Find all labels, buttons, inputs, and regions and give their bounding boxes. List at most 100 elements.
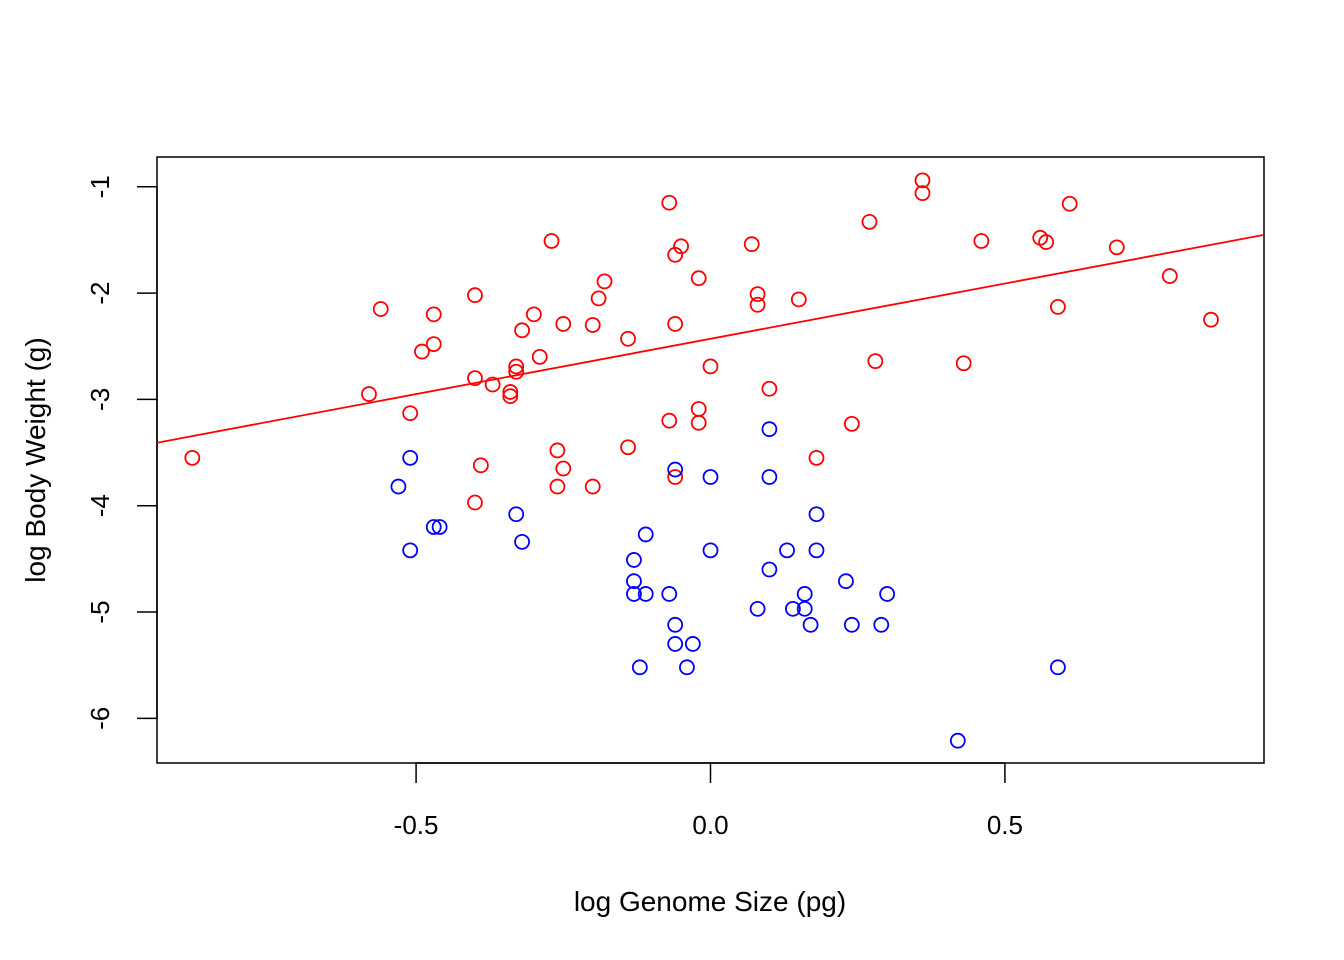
data-point [472,457,489,474]
data-point [467,370,483,387]
data-point [661,194,678,211]
data-point [626,552,642,568]
data-point [626,573,642,590]
x-tick-label: 0.5 [987,810,1023,840]
x-axis: -0.5 0.0 0.5 [394,762,1023,840]
data-point [661,586,678,602]
y-tick-label: -2 [85,282,115,305]
data-point [690,270,707,287]
data-point [843,616,860,633]
data-point [414,343,430,360]
data-point [1050,299,1066,315]
series-2-points [390,421,1066,749]
data-point [867,353,884,370]
data-point [543,233,560,249]
data-point [549,478,566,495]
data-point [402,542,419,559]
data-point [879,586,896,602]
data-points-layer [184,172,1219,749]
y-axis: -6 -5 -4 -3 -2 -1 [85,175,158,730]
data-point [779,542,795,559]
regression-line-layer [157,233,1264,444]
data-point [761,380,778,397]
data-point [555,460,572,477]
data-point [431,519,448,535]
data-point [402,449,419,466]
data-point [749,286,766,303]
data-point [484,376,501,393]
data-point [808,542,825,559]
data-point [1161,268,1178,284]
data-point [743,236,760,253]
data-point [749,296,766,313]
plot-frame [156,156,1265,764]
data-point [1203,311,1219,328]
y-tick-label: -6 [85,707,115,730]
data-point [467,287,483,304]
data-point [1050,659,1066,676]
data-point [761,561,778,578]
data-point [808,506,825,523]
data-point [785,600,801,617]
data-point [549,442,566,459]
data-point [467,494,483,511]
series-1-points [184,172,1219,511]
data-point [667,636,684,652]
data-point [914,185,931,202]
data-point [637,586,654,602]
x-tick-label: -0.5 [394,810,439,840]
data-point [425,306,442,323]
data-point [667,246,684,263]
data-point [531,348,548,365]
regression-line [157,233,1264,444]
data-point [873,616,890,633]
data-point [584,478,601,495]
data-point [425,336,442,353]
data-point [690,414,707,431]
data-point [596,273,613,290]
data-point [514,533,530,550]
data-point [796,600,813,617]
data-point [525,306,542,323]
data-point [502,384,519,400]
data-point [673,238,689,255]
data-point [702,469,719,485]
data-point [667,469,684,485]
data-point [631,659,648,676]
data-point [679,659,695,676]
y-tick-label: -3 [85,388,115,411]
data-point [684,636,701,652]
data-point [761,421,778,438]
data-point [402,405,419,422]
data-point [661,412,678,429]
data-point [702,358,719,375]
data-point [1061,195,1078,212]
data-point [184,449,201,466]
x-tick-label: 0.0 [692,810,728,840]
data-point [838,573,854,590]
y-tick-label: -4 [85,494,115,517]
data-point [620,330,636,347]
data-point [390,478,407,495]
data-point [508,363,525,380]
data-point [667,616,684,633]
data-point [1108,239,1125,256]
data-point [620,439,636,456]
y-tick-label: -1 [85,175,115,198]
data-point [508,506,525,523]
x-axis-title: log Genome Size (pg) [574,886,846,917]
data-point [667,461,684,478]
data-point [626,586,642,602]
data-point [667,316,684,332]
data-point [802,616,819,633]
data-point [861,213,878,230]
data-point [514,322,530,339]
data-point [1038,234,1055,250]
y-tick-label: -5 [85,600,115,623]
data-point [584,317,601,333]
data-point [555,316,572,332]
data-point [425,519,442,535]
data-point [702,542,719,559]
